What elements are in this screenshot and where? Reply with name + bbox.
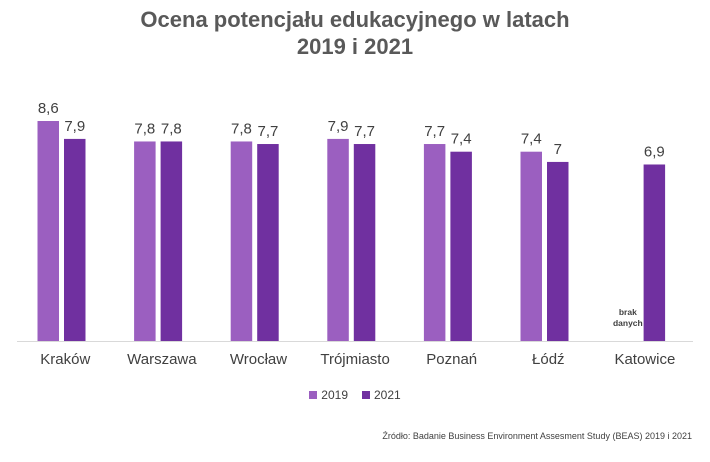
x-tick-label-poznan: Poznań — [426, 351, 477, 368]
data-label-wroclaw-2021: 7,7 — [258, 123, 279, 140]
x-tick-label-wroclaw: Wrocław — [230, 351, 287, 368]
legend-item-2019: 2019 — [309, 388, 348, 402]
x-tick-label-katowice: Katowice — [614, 351, 675, 368]
x-tick-label-lodz: Łódź — [532, 351, 565, 368]
legend-label-2021: 2021 — [374, 388, 401, 402]
bar-wroclaw-2021 — [257, 144, 279, 341]
data-label-lodz-2021: 7 — [554, 141, 562, 158]
bar-krakow-2021 — [64, 138, 86, 341]
data-label-krakow-2019: 8,6 — [38, 100, 59, 117]
chart-title-line-2: 2019 i 2021 — [296, 34, 414, 59]
data-label-wroclaw-2019: 7,8 — [231, 120, 252, 137]
legend-swatch-2019 — [309, 391, 318, 399]
bar-krakow-2019 — [37, 121, 59, 341]
x-tick-label-krakow: Kraków — [40, 351, 90, 368]
data-label-trojmiasto-2021: 7,7 — [354, 123, 375, 140]
bar-trojmiasto-2019 — [327, 138, 349, 341]
bar-warszawa-2019 — [134, 141, 156, 341]
missing-data-note-line-1: brak — [619, 307, 637, 317]
data-label-krakow-2021: 7,9 — [64, 118, 85, 135]
data-label-poznan-2019: 7,7 — [424, 123, 445, 140]
data-label-poznan-2021: 7,4 — [451, 131, 472, 148]
data-label-warszawa-2019: 7,8 — [134, 120, 155, 137]
data-label-warszawa-2021: 7,8 — [161, 120, 182, 137]
data-label-katowice-2021: 6,9 — [644, 143, 665, 160]
chart-title: Ocena potencjału edukacyjnego w latach 2… — [0, 6, 710, 60]
source-note: Źródło: Badanie Business Environment Ass… — [382, 431, 692, 441]
missing-data-note-line-2: danych — [613, 318, 643, 328]
chart-legend: 2019 2021 — [0, 388, 710, 402]
bar-poznan-2019 — [423, 144, 446, 341]
chart-title-line-1: Ocena potencjału edukacyjnego w latach — [140, 7, 570, 32]
bar-katowice-2021 — [643, 164, 666, 341]
legend-swatch-2021 — [362, 391, 370, 399]
bar-warszawa-2021 — [160, 141, 183, 341]
x-tick-label-warszawa: Warszawa — [127, 351, 197, 368]
bar-lodz-2021 — [547, 161, 569, 341]
data-label-lodz-2019: 7,4 — [521, 131, 542, 148]
bar-poznan-2021 — [450, 151, 472, 341]
legend-label-2019: 2019 — [321, 388, 348, 402]
data-label-trojmiasto-2019: 7,9 — [328, 118, 349, 135]
bar-wroclaw-2019 — [230, 141, 253, 341]
x-tick-label-trojmiasto: Trójmiasto — [320, 351, 389, 368]
legend-item-2021: 2021 — [362, 388, 401, 402]
bar-lodz-2019 — [520, 151, 542, 341]
bar-trojmiasto-2021 — [353, 144, 376, 341]
